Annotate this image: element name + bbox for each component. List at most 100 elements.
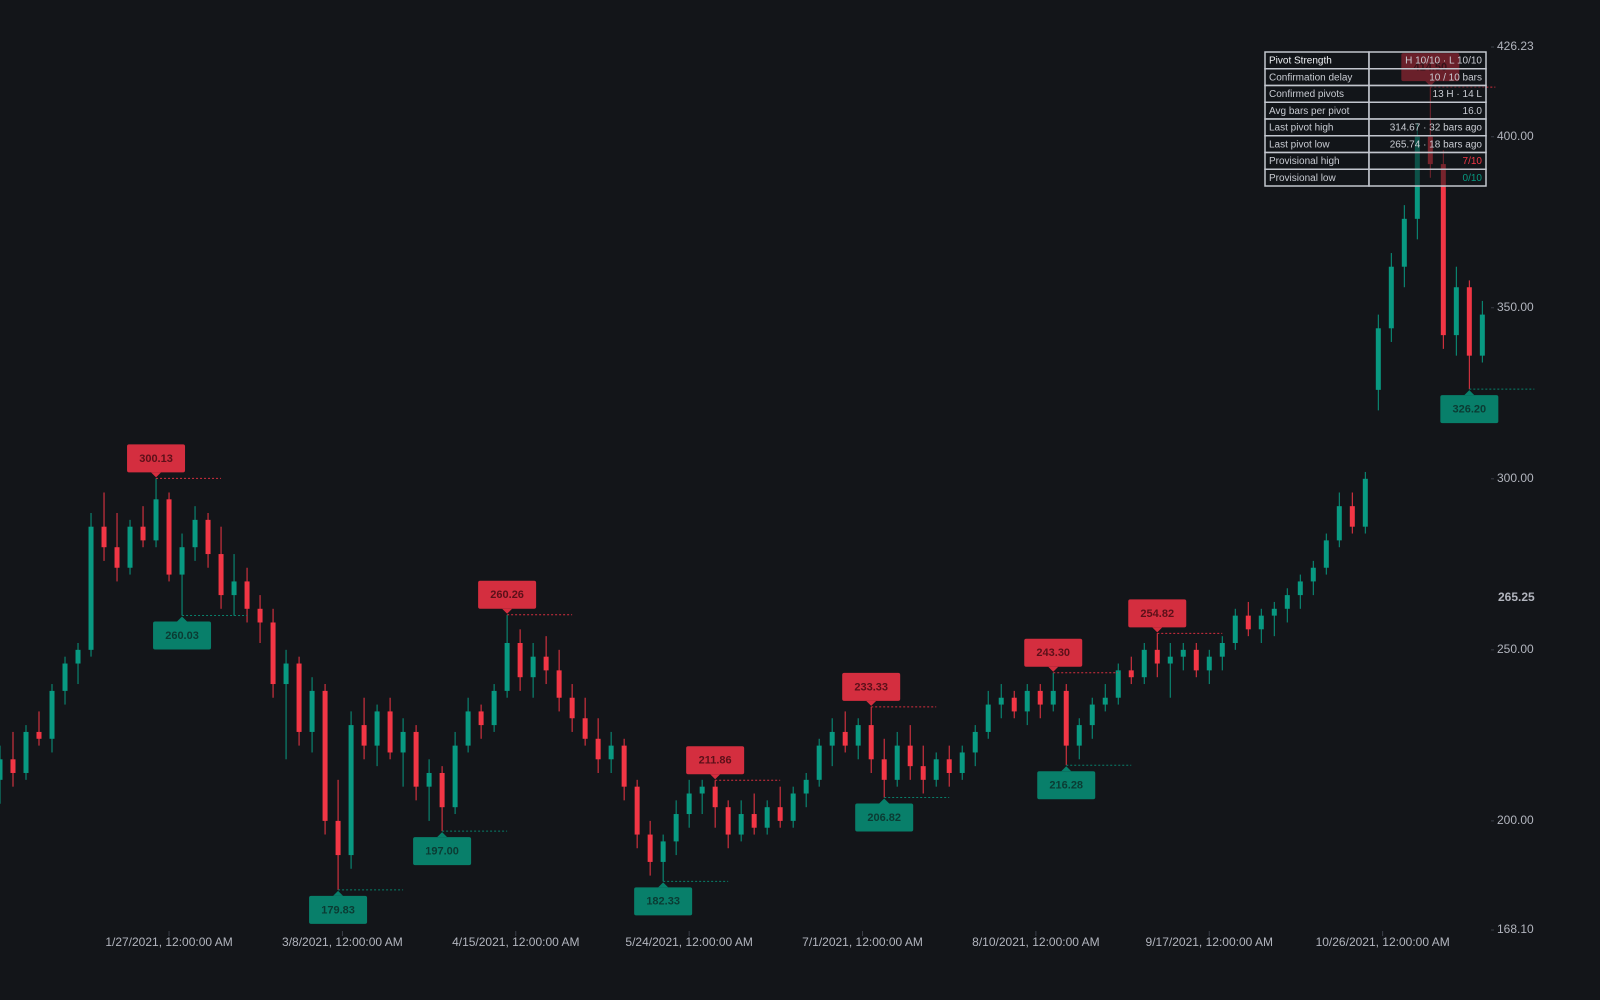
- candle-body: [907, 745, 913, 767]
- candle-body: [972, 731, 978, 753]
- pivot-label-arrow: [710, 774, 721, 780]
- candle-body: [777, 807, 783, 821]
- candle-body: [543, 656, 549, 671]
- candle-body: [270, 622, 276, 685]
- candle-body: [283, 663, 289, 685]
- pivot-label: 243.30: [1036, 647, 1070, 659]
- candle-body: [764, 807, 770, 828]
- y-tick-label: 200.00: [1497, 813, 1534, 827]
- candle-body: [1102, 697, 1108, 705]
- candle-body: [738, 814, 744, 835]
- candle-body: [36, 731, 42, 739]
- candle-body: [1271, 608, 1277, 616]
- candle-body: [426, 772, 432, 787]
- candle-body: [842, 731, 848, 746]
- pivot-label-arrow: [879, 798, 890, 804]
- candle-body: [153, 499, 159, 541]
- table-value: 0/10: [1463, 173, 1483, 184]
- candle-body: [413, 731, 419, 787]
- y-tick-label: 350.00: [1497, 300, 1534, 314]
- candle-body: [1180, 649, 1186, 657]
- candle-body: [1076, 725, 1082, 746]
- y-tick-label: 300.00: [1497, 471, 1534, 485]
- candle-body: [1050, 690, 1056, 705]
- pivot-label-box: [634, 887, 693, 916]
- price-label: 265.25: [1498, 590, 1535, 604]
- candle-body: [1388, 266, 1394, 329]
- pivot-label-box: [413, 837, 472, 866]
- table-label: Confirmation delay: [1269, 72, 1352, 83]
- candle-body: [894, 745, 900, 780]
- table-value: 314.67 · 32 bars ago: [1390, 123, 1483, 134]
- candle-body: [140, 526, 146, 541]
- candle-body: [582, 718, 588, 739]
- candle-body: [1297, 581, 1303, 596]
- x-tick-label: 1/27/2021, 12:00:00 AM: [105, 935, 232, 949]
- candle-body: [686, 793, 692, 815]
- pivot-label: 326.20: [1453, 404, 1487, 416]
- candle-body: [673, 814, 679, 842]
- candle-body: [595, 738, 601, 760]
- candle-body: [933, 759, 939, 780]
- pivot-label-box: [1024, 638, 1083, 667]
- candle-body: [1063, 690, 1069, 746]
- candle-body: [1037, 690, 1043, 705]
- candle-body: [998, 697, 1004, 705]
- pivot-label-box: [309, 895, 368, 924]
- candle-body: [478, 711, 484, 726]
- x-tick-label: 7/1/2021, 12:00:00 AM: [802, 935, 923, 949]
- table-label: Last pivot high: [1269, 123, 1334, 134]
- candle-body: [179, 547, 185, 575]
- candle-body: [1245, 615, 1251, 630]
- candle-body: [1349, 506, 1355, 527]
- pivot-label: 260.26: [490, 589, 524, 601]
- candle-body: [504, 642, 510, 691]
- table-label: Confirmed pivots: [1269, 89, 1344, 100]
- table-value: 265.74 · 18 bars ago: [1390, 139, 1483, 150]
- pivot-label: 233.33: [854, 681, 888, 693]
- candle-body: [959, 752, 965, 773]
- x-tick-label: 8/10/2021, 12:00:00 AM: [972, 935, 1099, 949]
- table-label: Pivot Strength: [1269, 56, 1332, 67]
- candle-body: [1024, 690, 1030, 712]
- candle-body: [530, 656, 536, 678]
- candle-body: [127, 526, 133, 568]
- pivot-label-arrow: [437, 832, 448, 838]
- x-tick-label: 5/24/2021, 12:00:00 AM: [625, 935, 752, 949]
- candle-body: [309, 690, 315, 732]
- candle-body: [244, 581, 250, 609]
- pivot-label-arrow: [177, 616, 188, 622]
- candle-body: [556, 670, 562, 698]
- table-label: Avg bars per pivot: [1269, 106, 1350, 117]
- candle-body: [1284, 595, 1290, 609]
- candle-body: [569, 697, 575, 719]
- pivot-label: 260.03: [165, 630, 199, 642]
- candle-body: [855, 725, 861, 746]
- candle-body: [322, 690, 328, 821]
- candle-body: [1323, 540, 1329, 568]
- candle-body: [790, 793, 796, 821]
- candle-body: [88, 526, 94, 650]
- candle-body: [49, 690, 55, 739]
- candle-body: [829, 731, 835, 746]
- pivot-label: 197.00: [425, 846, 459, 858]
- candle-body: [374, 711, 380, 746]
- candle-body: [1206, 656, 1212, 671]
- candle-body: [166, 499, 172, 575]
- candle-body: [1115, 670, 1121, 698]
- pivot-label-box: [686, 746, 745, 775]
- candle-body: [75, 649, 81, 664]
- table-value: 10 / 10 bars: [1429, 72, 1482, 83]
- candle-body: [1258, 615, 1264, 630]
- pivot-label-arrow: [658, 882, 669, 888]
- candle-body: [751, 814, 757, 828]
- candle-body: [608, 745, 614, 760]
- candle-body: [816, 745, 822, 780]
- candle-body: [101, 526, 107, 548]
- candle-body: [231, 581, 237, 596]
- candle-body: [725, 807, 731, 835]
- candle-body: [62, 663, 68, 691]
- candle-body: [1440, 164, 1446, 336]
